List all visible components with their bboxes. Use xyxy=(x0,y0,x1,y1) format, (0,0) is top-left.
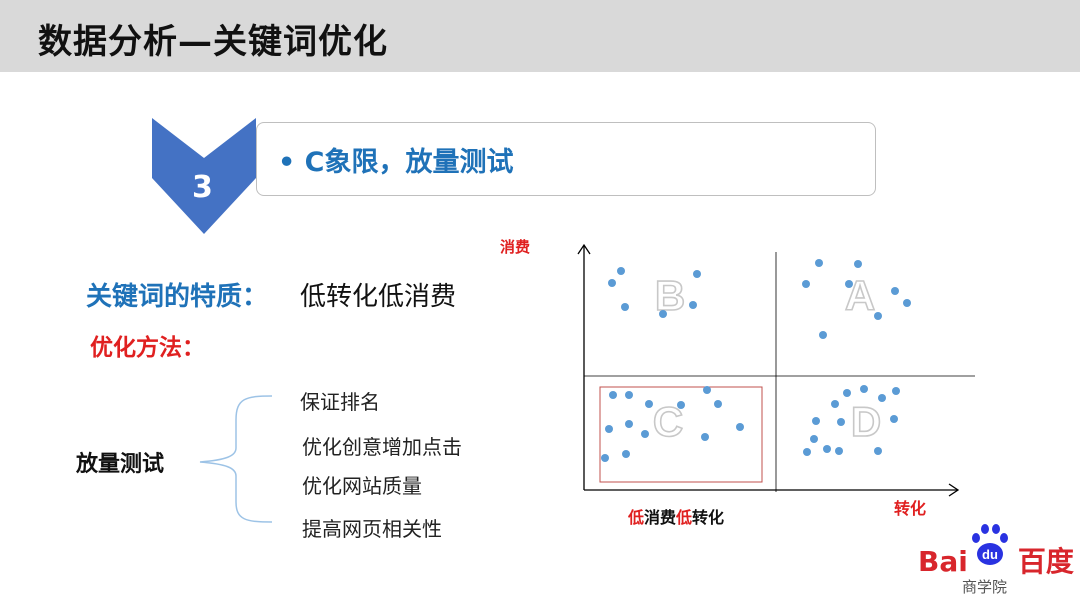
tree-item: 保证排名 xyxy=(300,390,380,414)
scatter-dot xyxy=(645,400,653,408)
scatter-dot xyxy=(890,415,898,423)
traits-value: 低转化低消费 xyxy=(300,282,457,312)
scatter-dot xyxy=(891,287,899,295)
scatter-dot xyxy=(736,423,744,431)
scatter-dot xyxy=(812,417,820,425)
tree-root: 放量测试 xyxy=(76,452,165,477)
quadrant-label-d: D xyxy=(851,398,881,445)
scatter-dot xyxy=(803,448,811,456)
scatter-dot xyxy=(815,259,823,267)
header-bar xyxy=(0,0,1080,72)
scatter-dot xyxy=(714,400,722,408)
quadrant-label-a: A xyxy=(845,272,875,319)
scatter-dot xyxy=(860,385,868,393)
scatter-dot xyxy=(622,450,630,458)
scatter-dot xyxy=(878,394,886,402)
scatter-dot xyxy=(605,425,613,433)
baidu-paw-icon: du xyxy=(972,524,1008,565)
scatter-dot xyxy=(837,418,845,426)
brace-icon xyxy=(199,395,273,523)
step-chevron-icon xyxy=(152,118,256,234)
scatter-dot xyxy=(810,435,818,443)
scatter-dot xyxy=(608,279,616,287)
logo-du: du xyxy=(982,547,998,562)
tree-item: 提高网页相关性 xyxy=(302,517,442,541)
scatter-dot xyxy=(874,312,882,320)
scatter-dot xyxy=(617,267,625,275)
x-axis-arrow-icon xyxy=(948,483,960,497)
scatter-dot xyxy=(701,433,709,441)
method-label: 优化方法： xyxy=(90,335,205,361)
x-axis-label: 转化 xyxy=(894,499,927,518)
scatter-dot xyxy=(903,299,911,307)
quadrant-caption: 低消费低转化 xyxy=(628,504,724,528)
scatter-dot xyxy=(625,391,633,399)
logo-subtitle: 商学院 xyxy=(962,578,1008,596)
c-quadrant-highlight xyxy=(599,386,763,483)
scatter-dot xyxy=(601,454,609,462)
scatter-dot xyxy=(693,270,701,278)
caption-part: 低 xyxy=(628,508,645,527)
traits-label: 关键词的特质： xyxy=(86,282,269,312)
scatter-dot xyxy=(625,420,633,428)
scatter-dot xyxy=(845,280,853,288)
scatter-dot xyxy=(802,280,810,288)
quadrant-label-b: B xyxy=(655,272,685,319)
scatter-dot xyxy=(831,400,839,408)
scatter-dot xyxy=(874,447,882,455)
step-number: 3 xyxy=(192,170,213,205)
scatter-dot xyxy=(659,310,667,318)
scatter-dot xyxy=(609,391,617,399)
scatter-dot xyxy=(819,331,827,339)
step-box xyxy=(256,122,876,196)
logo-brand: Bai xyxy=(918,545,968,578)
scatter-dot xyxy=(835,447,843,455)
scatter-dot xyxy=(892,387,900,395)
scatter-dot xyxy=(703,386,711,394)
scatter-dot xyxy=(621,303,629,311)
y-axis-arrow-icon xyxy=(577,243,591,255)
y-axis-label: 消费 xyxy=(500,238,531,256)
caption-part: 转化 xyxy=(692,508,725,527)
caption-part: 消费 xyxy=(644,508,677,527)
scatter-dot xyxy=(843,389,851,397)
slide-title: 数据分析—关键词优化 xyxy=(38,22,388,62)
caption-part: 低 xyxy=(676,508,693,527)
scatter-dot xyxy=(854,260,862,268)
logo-cn: 百度 xyxy=(1017,545,1074,578)
scatter-dot xyxy=(823,445,831,453)
baidu-logo: Bai 百度 xyxy=(918,540,1074,580)
scatter-dot xyxy=(689,301,697,309)
scatter-dot xyxy=(641,430,649,438)
step-heading: • C象限，放量测试 xyxy=(278,147,514,178)
tree-item: 优化网站质量 xyxy=(302,474,422,498)
tree-item: 优化创意增加点击 xyxy=(302,435,462,459)
scatter-dot xyxy=(677,401,685,409)
